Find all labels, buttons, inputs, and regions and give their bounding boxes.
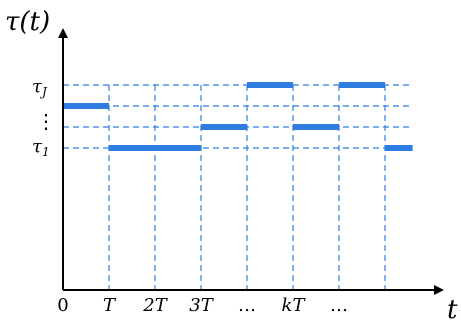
y-level-bottom-label: τ1 bbox=[32, 136, 50, 159]
x-tick-label-2: 2T bbox=[142, 295, 168, 316]
delay-segments bbox=[63, 82, 413, 151]
x-tick-label-5: kT bbox=[282, 295, 307, 316]
x-tick-label-3: 3T bbox=[189, 295, 214, 316]
x-tick-label-1: T bbox=[103, 295, 117, 316]
x-tick-label-6: … bbox=[330, 295, 348, 316]
x-axis-label: t bbox=[447, 295, 458, 325]
dashed-guides bbox=[63, 84, 412, 290]
x-tick-label-0: 0 bbox=[57, 295, 68, 316]
y-level-top-label: τJ bbox=[32, 76, 48, 99]
y-axis-label: τ(t) bbox=[5, 7, 50, 37]
x-tick-labels: 0 T 2T 3T … kT … bbox=[57, 295, 348, 316]
x-tick-label-4: … bbox=[238, 295, 256, 316]
y-level-dots: ⋮ bbox=[36, 109, 56, 133]
